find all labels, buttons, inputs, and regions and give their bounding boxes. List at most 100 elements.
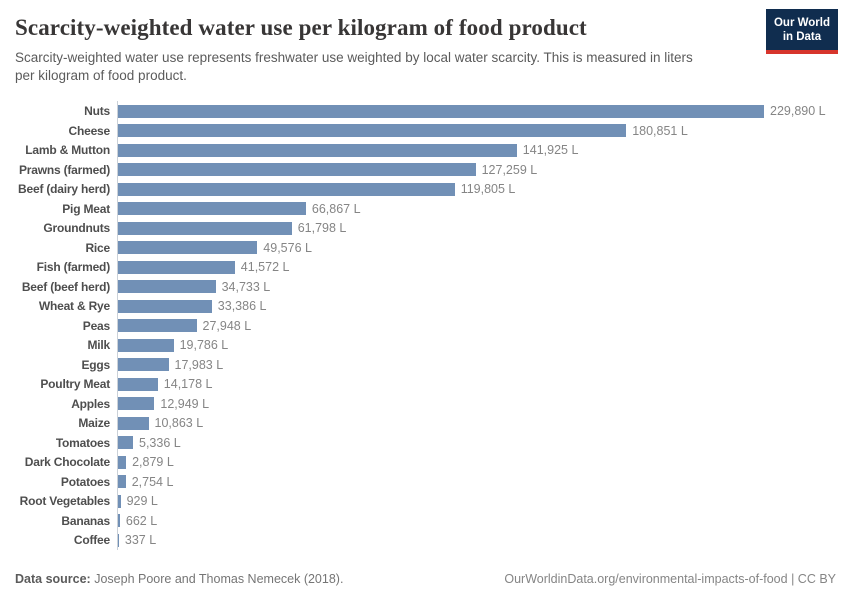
category-label: Peas [82,318,110,333]
bar[interactable] [118,299,212,313]
bar[interactable] [118,358,169,372]
data-source-text: Joseph Poore and Thomas Nemecek (2018). [90,572,344,586]
value-label: 66,867 L [311,201,361,216]
value-label: 41,572 L [240,260,290,275]
data-source-label: Data source: [15,572,91,586]
plot-area: 49,576 L [117,237,834,258]
bar-row: Maize 10,863 L [15,413,834,433]
bar[interactable] [118,475,126,489]
bar-row: Apples 12,949 L [15,393,834,414]
category-label: Tomatoes [55,435,110,450]
category-label: Coffee [73,533,110,548]
bar[interactable] [118,163,476,177]
plot-area: 10,863 L [117,413,834,433]
value-label: 662 L [125,513,158,528]
value-label: 2,754 L [131,474,174,489]
bar[interactable] [118,455,127,469]
owid-url-link[interactable]: OurWorldinData.org/environmental-impacts… [504,572,788,586]
plot-area: 229,890 L [117,101,834,121]
bar[interactable] [118,416,149,430]
bar[interactable] [118,241,258,255]
bar-row: Nuts 229,890 L [15,101,834,121]
value-label: 19,786 L [179,338,229,353]
plot-area: 127,259 L [117,159,834,180]
footer-right: OurWorldinData.org/environmental-impacts… [504,572,836,586]
category-label: Pig Meat [62,201,110,216]
value-label: 33,386 L [217,299,267,314]
category-label: Beef (dairy herd) [18,182,110,197]
bar[interactable] [118,514,120,528]
category-label: Cheese [68,123,111,138]
value-label: 127,259 L [481,162,538,177]
owid-logo-line2: in Data [782,31,822,44]
plot-area: 2,879 L [117,452,834,472]
bar-row: Poultry Meat 14,178 L [15,374,834,394]
bar-row: Prawns (farmed) 127,259 L [15,159,834,180]
bar-row: Tomatoes 5,336 L [15,432,834,453]
plot-area: 33,386 L [117,296,834,316]
bar[interactable] [118,377,158,391]
bar[interactable] [118,143,517,157]
category-label: Potatoes [60,474,110,489]
bar[interactable] [118,260,235,274]
chart-header: Scarcity-weighted water use per kilogram… [0,0,850,86]
bar-row: Bananas 662 L [15,510,834,531]
bar[interactable] [118,124,627,138]
value-label: 27,948 L [202,318,252,333]
bar[interactable] [118,221,292,235]
value-label: 17,983 L [174,357,224,372]
plot-area: 2,754 L [117,471,834,492]
category-label: Wheat & Rye [38,299,110,314]
value-label: 10,863 L [154,416,204,431]
category-label: Maize [78,416,110,431]
plot-area: 180,851 L [117,120,834,141]
plot-area: 14,178 L [117,374,834,394]
value-label: 5,336 L [139,435,181,450]
bar[interactable] [118,104,764,118]
value-label: 141,925 L [522,143,579,158]
plot-area: 34,733 L [117,276,834,297]
plot-area: 61,798 L [117,218,834,238]
plot-area: 17,983 L [117,354,834,375]
bar-row: Root Vegetables 929 L [15,491,834,511]
category-label: Root Vegetables [19,494,111,509]
bar[interactable] [118,182,455,196]
owid-logo[interactable]: Our World in Data [765,9,838,54]
value-label: 2,879 L [132,455,174,470]
value-label: 12,949 L [160,396,210,411]
bar-row: Pig Meat 66,867 L [15,198,834,219]
bar-row: Peas 27,948 L [15,315,834,336]
bar[interactable] [118,202,306,216]
category-label: Apples [71,396,110,411]
plot-area: 337 L [117,530,834,550]
category-label: Poultry Meat [40,377,110,392]
category-label: Fish (farmed) [36,260,111,275]
bar[interactable] [118,533,119,547]
bar[interactable] [118,280,216,294]
plot-area: 5,336 L [117,432,834,453]
plot-area: 929 L [117,491,834,511]
bar-row: Lamb & Mutton 141,925 L [15,140,834,160]
plot-area: 19,786 L [117,335,834,355]
bar[interactable] [118,338,174,352]
chart-subtitle: Scarcity-weighted water use represents f… [15,49,693,84]
license-text: | CC BY [787,572,836,586]
bar[interactable] [118,436,133,450]
value-label: 180,851 L [632,123,688,138]
value-label: 929 L [126,494,158,509]
page-title: Scarcity-weighted water use per kilogram… [15,15,587,40]
bar-row: Dark Chocolate 2,879 L [15,452,834,472]
bar-row: Groundnuts 61,798 L [15,218,834,238]
plot-area: 119,805 L [117,179,834,199]
bar-row: Fish (farmed) 41,572 L [15,257,834,277]
bar[interactable] [118,397,155,411]
bar[interactable] [118,319,197,333]
bar-chart: Nuts 229,890 L Cheese 180,851 L Lamb & Mutto… [15,101,834,550]
value-label: 49,576 L [263,240,312,255]
category-label: Rice [85,240,110,255]
bar-row: Milk 19,786 L [15,335,834,355]
category-label: Lamb & Mutton [25,143,110,158]
bar[interactable] [118,494,121,508]
plot-area: 141,925 L [117,140,834,160]
